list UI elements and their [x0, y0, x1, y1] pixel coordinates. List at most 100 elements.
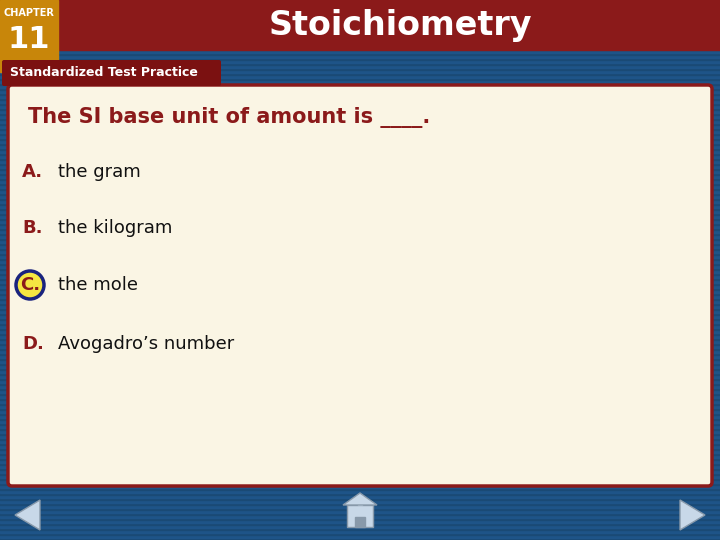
- Bar: [0, 195, 720, 198]
- Bar: [0, 440, 720, 442]
- Bar: [0, 273, 720, 275]
- Bar: [0, 80, 720, 83]
- Bar: [0, 348, 720, 350]
- Bar: [0, 388, 720, 390]
- Bar: [0, 165, 720, 167]
- Bar: [0, 230, 720, 233]
- Bar: [0, 205, 720, 207]
- Bar: [0, 138, 720, 140]
- Bar: [0, 305, 720, 307]
- Bar: [358, 497, 362, 505]
- Bar: [0, 225, 720, 227]
- Bar: [0, 290, 720, 293]
- Text: CHAPTER: CHAPTER: [4, 8, 55, 18]
- Bar: [0, 508, 720, 510]
- Bar: [0, 143, 720, 145]
- Bar: [0, 202, 720, 205]
- Polygon shape: [347, 505, 373, 527]
- Bar: [0, 198, 720, 200]
- Bar: [0, 495, 720, 497]
- Bar: [0, 282, 720, 285]
- FancyBboxPatch shape: [2, 60, 221, 86]
- Bar: [0, 132, 720, 135]
- Bar: [0, 313, 720, 315]
- Bar: [0, 270, 720, 273]
- Bar: [0, 368, 720, 370]
- Bar: [0, 380, 720, 382]
- Bar: [0, 455, 720, 457]
- Bar: [0, 222, 720, 225]
- Bar: [0, 442, 720, 445]
- Bar: [0, 340, 720, 342]
- Bar: [0, 318, 720, 320]
- Text: A.: A.: [22, 163, 43, 181]
- Bar: [0, 307, 720, 310]
- Bar: [0, 63, 720, 65]
- Bar: [0, 400, 720, 402]
- Bar: [0, 333, 720, 335]
- Bar: [0, 242, 720, 245]
- Text: D.: D.: [22, 335, 44, 353]
- Bar: [0, 0, 720, 3]
- Bar: [0, 325, 720, 327]
- Bar: [0, 510, 720, 512]
- Bar: [0, 178, 720, 180]
- Bar: [0, 130, 720, 132]
- Bar: [0, 397, 720, 400]
- Bar: [0, 497, 720, 500]
- Bar: [0, 430, 720, 433]
- Bar: [0, 492, 720, 495]
- Bar: [0, 115, 720, 118]
- Bar: [0, 468, 720, 470]
- Bar: [0, 357, 720, 360]
- Bar: [0, 342, 720, 345]
- Bar: [0, 172, 720, 175]
- Bar: [0, 528, 720, 530]
- Polygon shape: [15, 500, 40, 530]
- Bar: [0, 260, 720, 262]
- Bar: [0, 75, 720, 78]
- Bar: [0, 247, 720, 250]
- Bar: [0, 60, 720, 63]
- Bar: [0, 390, 720, 393]
- Bar: [0, 180, 720, 183]
- Bar: [0, 488, 720, 490]
- Text: 11: 11: [8, 25, 50, 55]
- Bar: [0, 160, 720, 163]
- Bar: [0, 0, 58, 72]
- Bar: [0, 187, 720, 190]
- Bar: [0, 28, 720, 30]
- Bar: [0, 500, 720, 503]
- Polygon shape: [343, 493, 377, 505]
- Bar: [0, 535, 720, 537]
- Bar: [0, 185, 720, 187]
- Bar: [0, 170, 720, 172]
- Bar: [0, 477, 720, 480]
- Bar: [0, 267, 720, 270]
- Bar: [0, 23, 720, 25]
- Bar: [0, 83, 720, 85]
- Bar: [0, 530, 720, 532]
- Bar: [0, 490, 720, 492]
- FancyBboxPatch shape: [8, 85, 712, 486]
- Polygon shape: [680, 500, 705, 530]
- Bar: [0, 145, 720, 147]
- Bar: [0, 470, 720, 472]
- Bar: [0, 475, 720, 477]
- Bar: [0, 158, 720, 160]
- Bar: [0, 240, 720, 242]
- Bar: [0, 402, 720, 405]
- Bar: [0, 100, 720, 103]
- Bar: [0, 295, 720, 298]
- Bar: [0, 213, 720, 215]
- Bar: [0, 503, 720, 505]
- Bar: [0, 302, 720, 305]
- Bar: [0, 210, 720, 213]
- Bar: [0, 103, 720, 105]
- Bar: [0, 355, 720, 357]
- Bar: [0, 298, 720, 300]
- Bar: [0, 428, 720, 430]
- Bar: [0, 20, 720, 23]
- Bar: [0, 472, 720, 475]
- Bar: [0, 218, 720, 220]
